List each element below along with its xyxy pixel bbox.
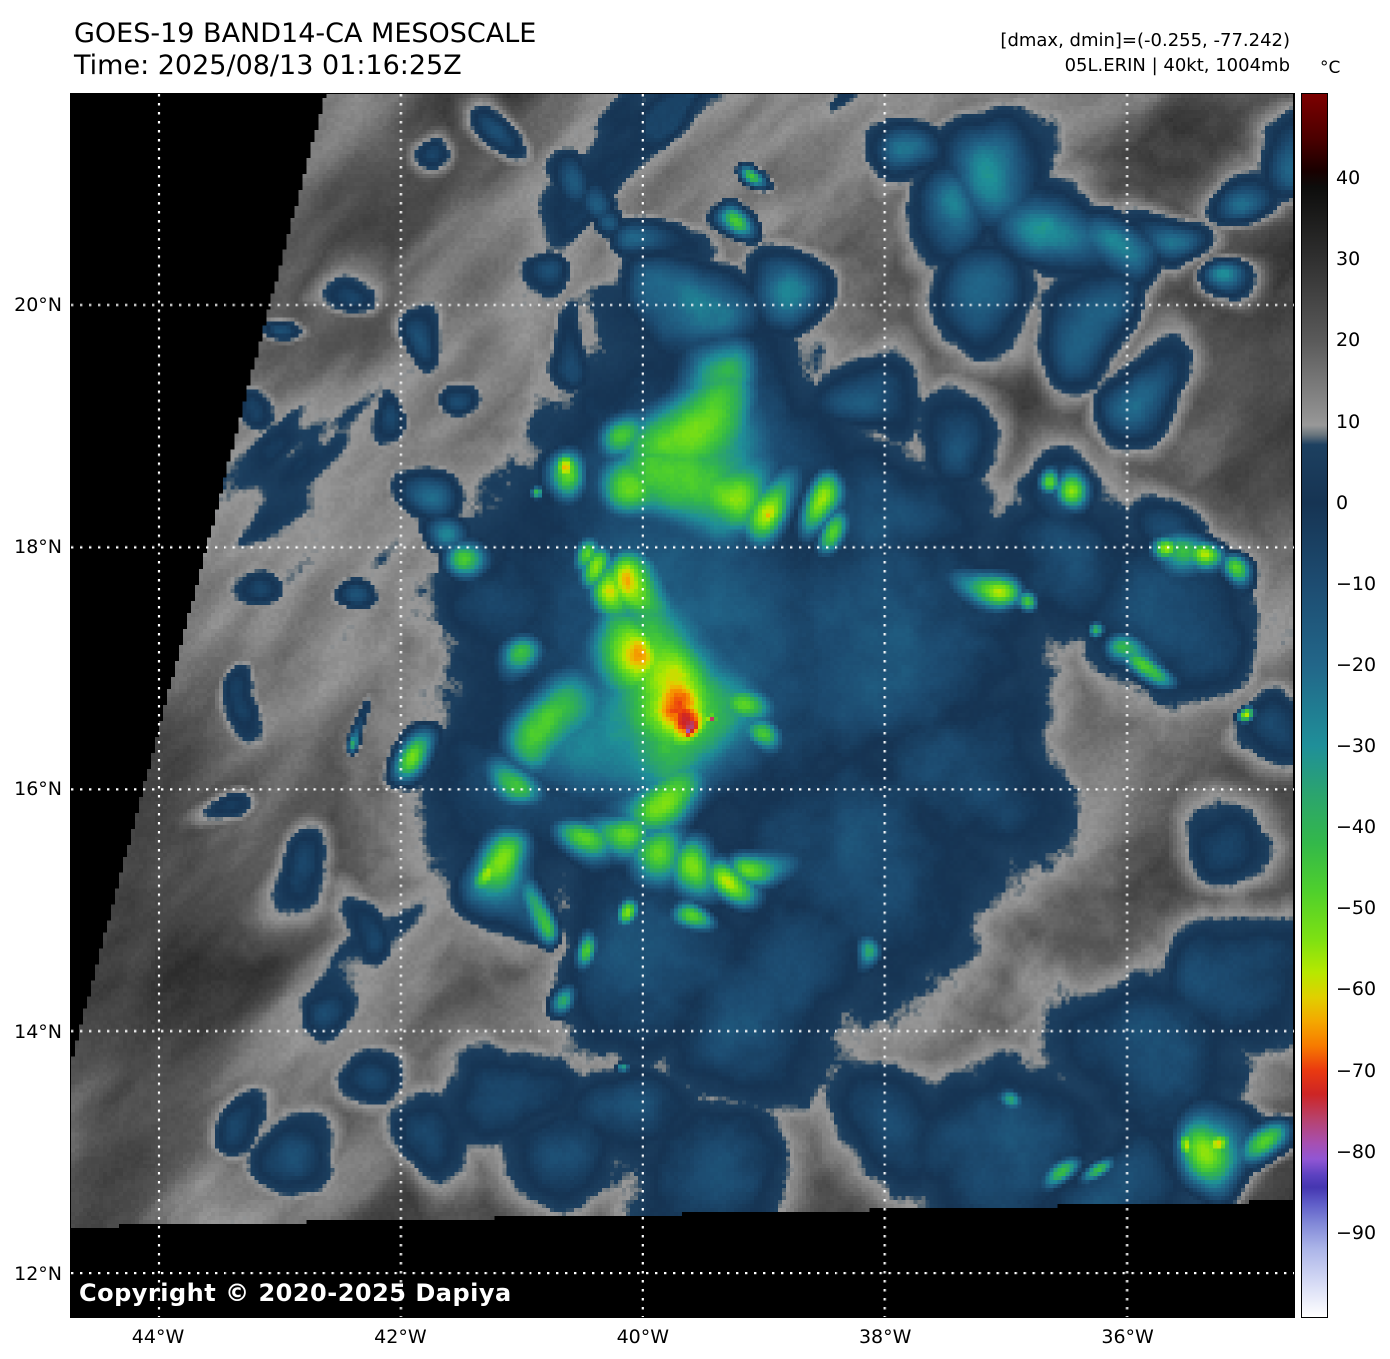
colorbar-tick-label: 20 [1336,329,1361,352]
colorbar-tick-label: −70 [1336,1059,1377,1082]
colorbar-tick-label: −20 [1336,653,1377,676]
colorbar-tick-label: 10 [1336,410,1361,433]
colorbar-tick-label: 30 [1336,248,1361,271]
y-axis-tick-label: 12°N [14,1263,62,1286]
colorbar [1301,93,1328,1318]
colorbar-tick-label: −90 [1336,1221,1377,1244]
x-axis-tick-label: 40°W [616,1326,670,1348]
x-axis-tick-label: 38°W [858,1326,912,1348]
colorbar-tick-label: 0 [1336,491,1349,514]
y-axis-tick-label: 18°N [14,535,62,558]
colorbar-tick-label: −80 [1336,1140,1377,1163]
y-axis-tick-label: 14°N [14,1020,62,1043]
satellite-map: Copyright © 2020-2025 Dapiya [70,93,1295,1318]
figure-timestamp: Time: 2025/08/13 01:16:25Z [74,50,462,81]
y-axis-tick-label: 20°N [14,293,62,316]
colorbar-tick-label: −30 [1336,735,1377,758]
copyright-watermark: Copyright © 2020-2025 Dapiya [79,1279,512,1307]
satellite-image-canvas [71,94,1294,1317]
annotation-storm-info: 05L.ERIN | 40kt, 1004mb [1064,55,1290,76]
x-axis-tick-label: 44°W [131,1326,185,1348]
colorbar-tick-label: −60 [1336,978,1377,1001]
x-axis-tick-label: 42°W [374,1326,427,1348]
y-axis-tick-label: 16°N [14,778,62,801]
annotation-dmax-dmin: [dmax, dmin]=(-0.255, -77.242) [1000,30,1290,51]
colorbar-tick-label: −10 [1336,572,1377,595]
colorbar-unit-label: °C [1320,58,1341,78]
colorbar-tick-label: 40 [1336,167,1361,190]
x-axis-tick-label: 36°W [1101,1326,1154,1348]
figure-title: GOES-19 BAND14-CA MESOSCALE [74,18,537,49]
colorbar-tick-label: −40 [1336,816,1377,839]
colorbar-tick-label: −50 [1336,897,1377,920]
